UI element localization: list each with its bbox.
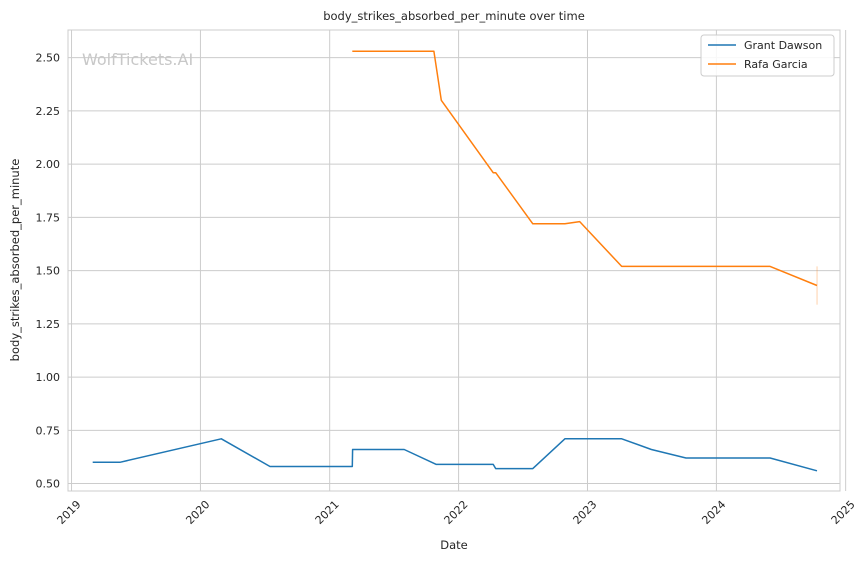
x-tick-label: 2021 <box>313 498 342 527</box>
legend: Grant Dawson Rafa Garcia <box>700 34 835 77</box>
x-tick-label: 2025 <box>829 498 858 527</box>
y-tick-label: 0.50 <box>36 478 61 491</box>
legend-label-grant-dawson: Grant Dawson <box>744 39 822 52</box>
watermark: WolfTickets.AI <box>82 50 193 69</box>
x-tick-labels: 2019 2020 2021 2022 2023 2024 2025 <box>55 498 858 527</box>
y-axis-label: body_strikes_absorbed_per_minute <box>8 159 22 362</box>
legend-label-rafa-garcia: Rafa Garcia <box>744 58 808 71</box>
x-tick-label: 2022 <box>442 498 471 527</box>
plot-frame <box>67 29 841 492</box>
y-tick-label: 1.25 <box>36 318 61 331</box>
y-tick-label: 1.50 <box>36 265 61 278</box>
y-tick-label: 1.75 <box>36 211 61 224</box>
y-tick-label: 2.50 <box>36 52 61 65</box>
series-line-rafa-garcia <box>352 50 818 287</box>
y-tick-label: 0.75 <box>36 424 61 437</box>
chart-title: body_strikes_absorbed_per_minute over ti… <box>323 9 585 23</box>
y-tick-label: 2.00 <box>36 158 61 171</box>
x-tick-label: 2023 <box>571 498 600 527</box>
y-tick-labels: 0.50 0.75 1.00 1.25 1.50 1.75 2.00 2.25 2.50 <box>36 52 61 491</box>
y-tick-label: 2.25 <box>36 105 61 118</box>
x-tick-label: 2019 <box>55 498 84 527</box>
series-lines <box>92 50 818 472</box>
y-tick-label: 1.00 <box>36 371 61 384</box>
x-tick-label: 2024 <box>699 498 728 527</box>
series-line-grant-dawson <box>92 438 818 472</box>
grid <box>68 30 847 491</box>
x-tick-label: 2020 <box>183 498 212 527</box>
x-axis-label: Date <box>440 538 468 552</box>
